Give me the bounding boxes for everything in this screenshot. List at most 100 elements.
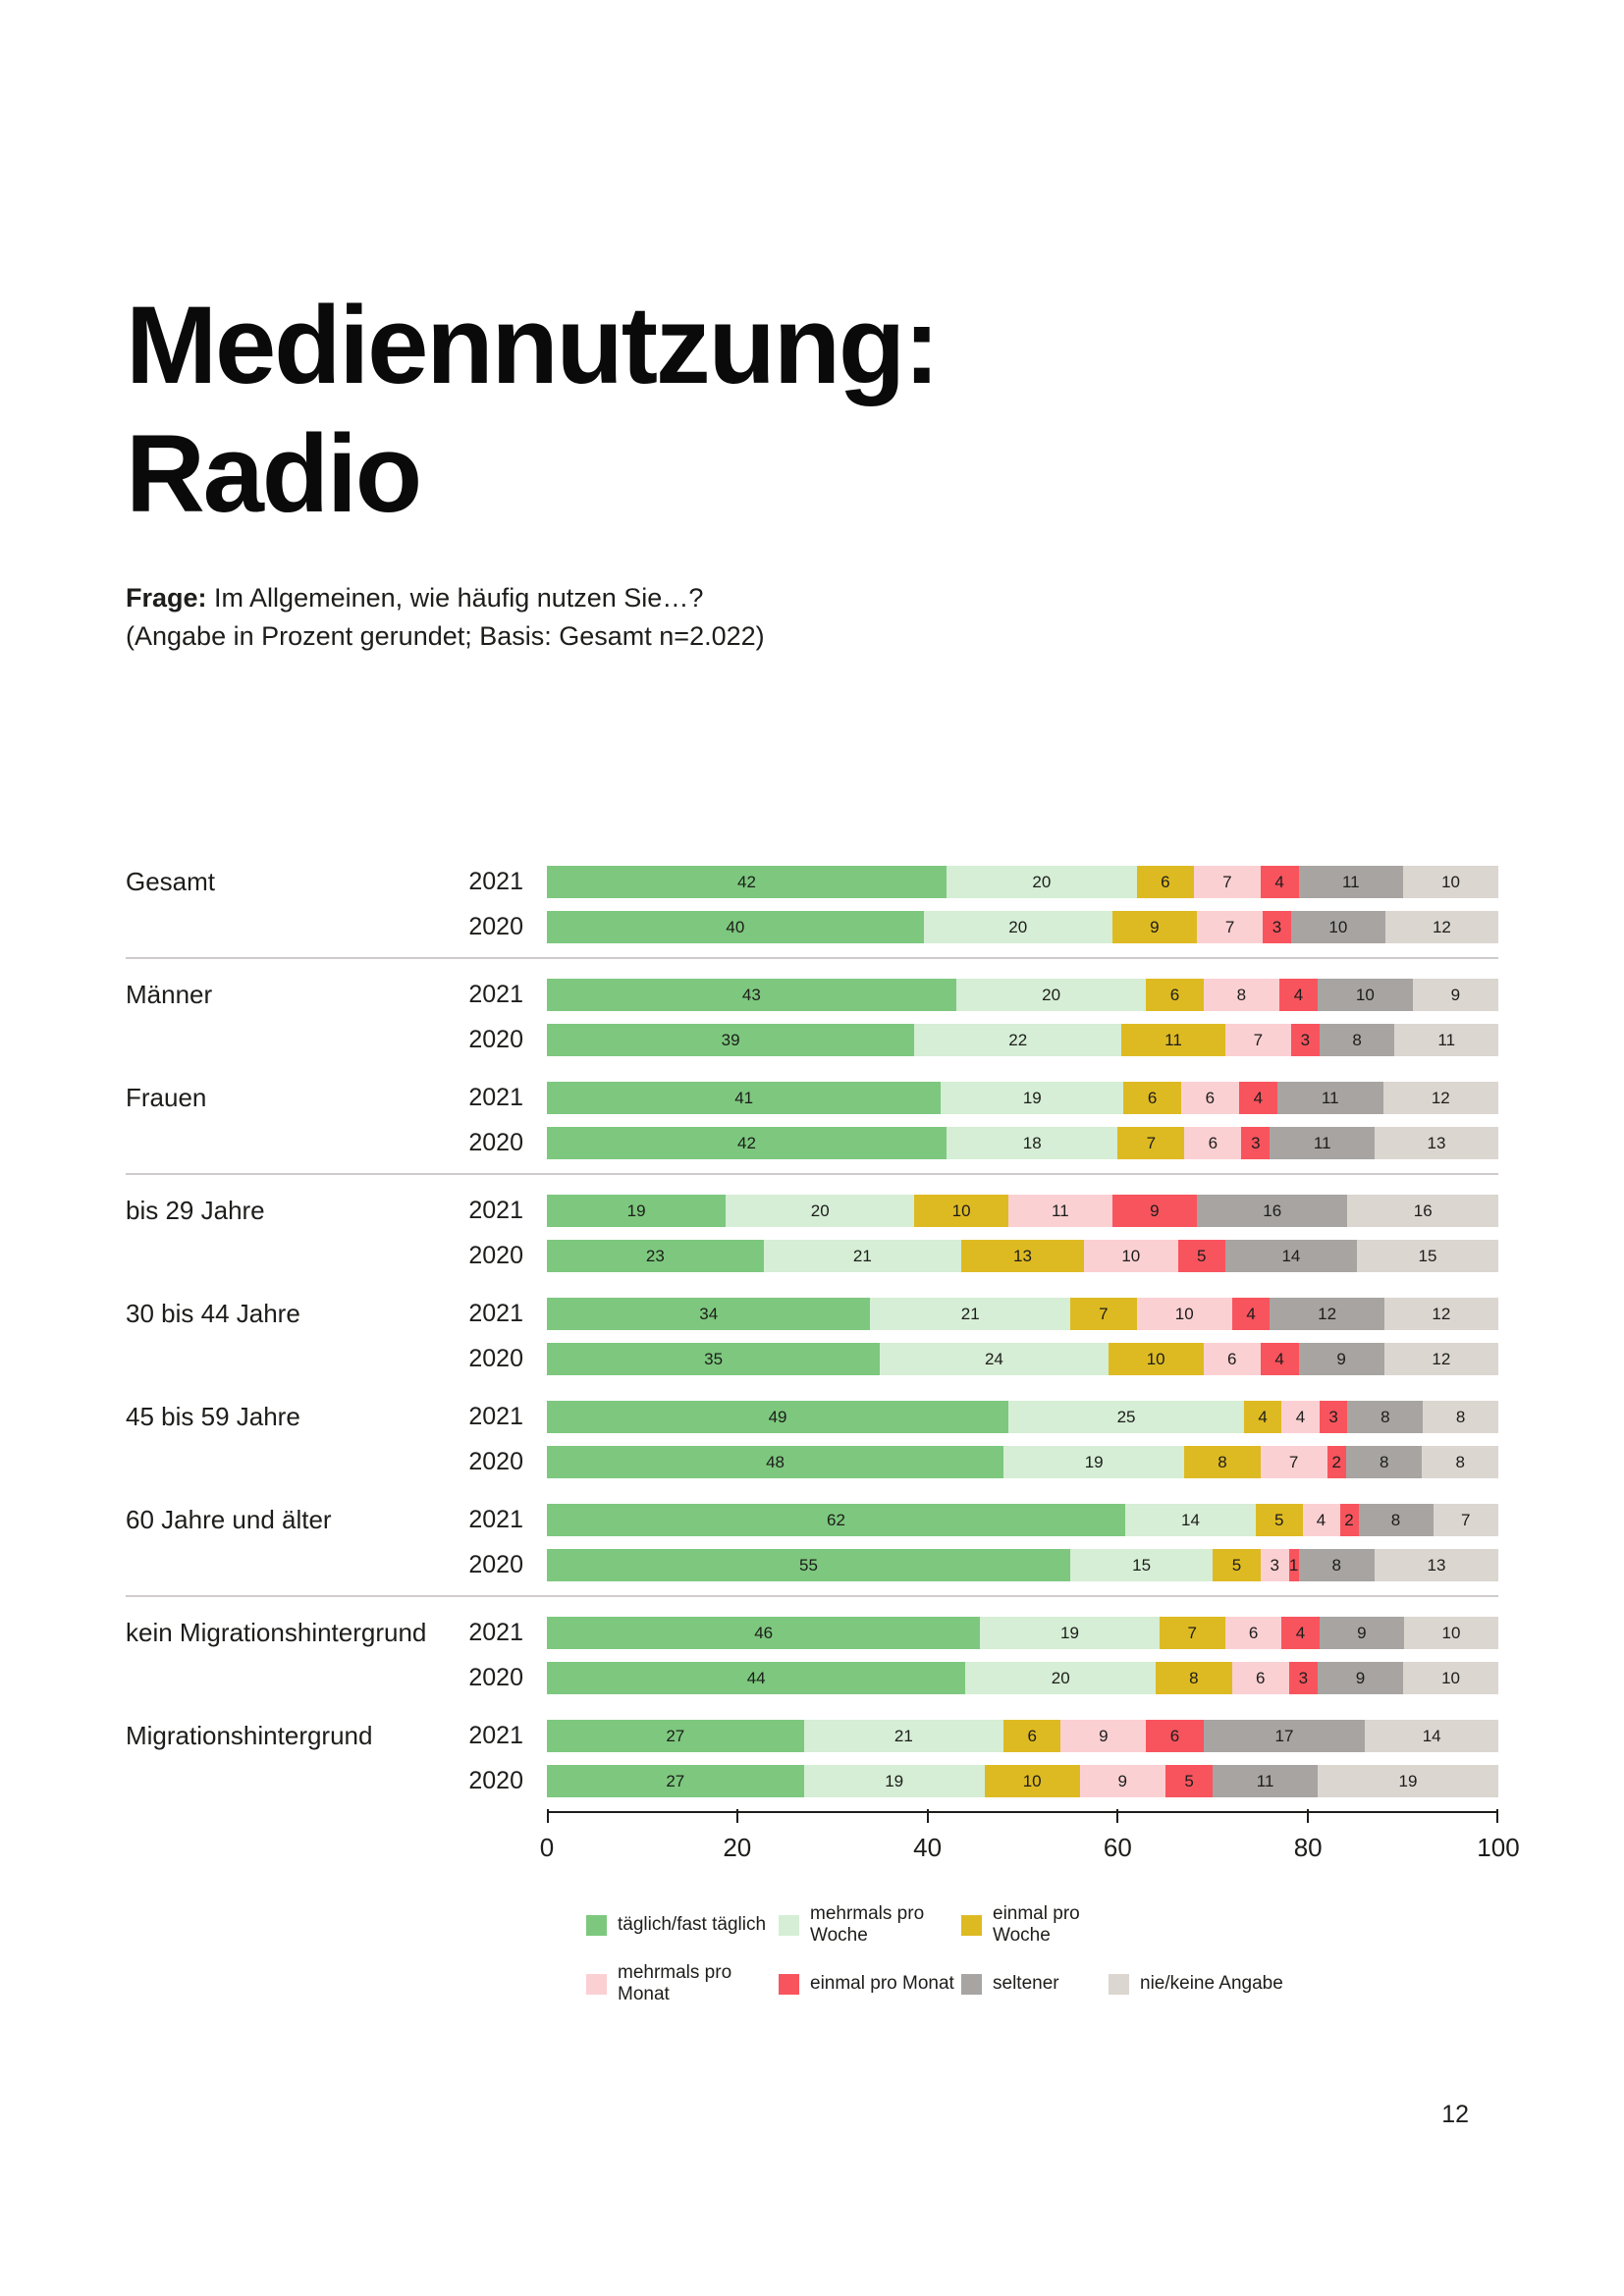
axis-tick — [735, 1809, 738, 1824]
bar-segment: 19 — [1003, 1446, 1185, 1479]
bar-segment: 10 — [1317, 979, 1413, 1012]
stacked-bar: 27 19 10 9 5 11 19 — [547, 1765, 1498, 1798]
legend-label: einmal pro Woche — [993, 1903, 1080, 1947]
axis-tick — [547, 1809, 549, 1824]
page-number: 12 — [1441, 2101, 1469, 2128]
group-label: kein Migrationshintergrund — [126, 1618, 427, 1648]
bar-segment: 46 — [547, 1617, 981, 1650]
legend-item: mehrmals pro Monat — [586, 1962, 779, 2005]
chart-group: Migrationshintergrund 2021 27 21 6 9 6 17 14 2020… — [126, 1720, 1498, 1798]
bar-segment: 8 — [1422, 1446, 1498, 1479]
year-label: 2021 — [468, 1722, 523, 1750]
question-note: (Angabe in Prozent gerundet; Basis: Gesa… — [126, 621, 765, 652]
legend-item: seltener — [961, 1962, 1109, 2005]
bar-segment: 6 — [1184, 1127, 1242, 1160]
bar-segment: 13 — [1375, 1549, 1498, 1582]
year-label: 2021 — [468, 1084, 523, 1112]
bar-segment: 6 — [1203, 1343, 1261, 1376]
bar-row: kein Migrationshintergrund 2021 46 19 7 6 4 9 10 — [126, 1617, 1498, 1650]
bar-segment: 7 — [1117, 1127, 1185, 1160]
bar-row: Männer 2021 43 20 6 8 4 10 9 — [126, 979, 1498, 1012]
year-label: 2020 — [468, 913, 523, 941]
year-label: 2021 — [468, 868, 523, 896]
bar-segment: 11 — [1276, 1082, 1383, 1115]
legend-swatch-6 — [1109, 1973, 1129, 1995]
bar-segment: 21 — [763, 1240, 962, 1273]
bar-segment: 55 — [547, 1549, 1070, 1582]
content-column: Mediennutzung: Radio Frage: Im Allgemeine… — [0, 281, 1624, 2005]
bar-segment: 10 — [984, 1765, 1080, 1798]
group-label: bis 29 Jahre — [126, 1196, 265, 1226]
year-label: 2020 — [468, 1345, 523, 1373]
year-label: 2020 — [468, 1448, 523, 1476]
bar-segment: 12 — [1382, 1082, 1499, 1115]
bar-segment: 6 — [1146, 979, 1204, 1012]
bar-segment: 15 — [1069, 1549, 1214, 1582]
legend-item: einmal pro Woche — [961, 1903, 1109, 1947]
stacked-bar: 48 19 8 7 2 8 8 — [547, 1446, 1498, 1479]
bar-segment: 7 — [1196, 911, 1264, 944]
bar-row: bis 29 Jahre 2021 19 20 10 11 9 16 16 — [126, 1195, 1498, 1228]
bar-segment: 12 — [1383, 1343, 1499, 1376]
bar-segment: 5 — [1164, 1765, 1214, 1798]
bar-segment: 8 — [1345, 1446, 1423, 1479]
bar-segment: 18 — [946, 1127, 1118, 1160]
year-label: 2020 — [468, 1664, 523, 1692]
bar-segment: 44 — [547, 1662, 966, 1695]
bar-segment: 42 — [547, 1127, 947, 1160]
bar-segment: 9 — [1079, 1765, 1165, 1798]
bar-segment: 15 — [1357, 1240, 1498, 1273]
bar-segment: 20 — [946, 866, 1137, 899]
bar-segment: 10 — [1136, 1298, 1232, 1331]
bar-segment: 13 — [1375, 1127, 1498, 1160]
chart-group: 45 bis 59 Jahre 2021 49 25 4 4 3 8 8 2020 48 19 8 7 2 8… — [126, 1401, 1498, 1479]
bar-segment: 3 — [1260, 1549, 1289, 1582]
bar-segment: 9 — [1111, 1195, 1197, 1228]
stacked-bar: 39 22 11 7 3 8 11 — [547, 1024, 1498, 1057]
bar-segment: 4 — [1243, 1401, 1282, 1434]
bar-segment: 4 — [1260, 1343, 1299, 1376]
bar-segment: 7 — [1260, 1446, 1327, 1479]
bar-segment: 10 — [1404, 1617, 1498, 1650]
bar-segment: 42 — [547, 866, 947, 899]
stacked-bar: 49 25 4 4 3 8 8 — [547, 1401, 1498, 1434]
bar-row: Gesamt 2021 42 20 6 7 4 11 10 — [126, 866, 1499, 899]
bar-segment: 4 — [1281, 1617, 1320, 1650]
bar-segment: 4 — [1260, 866, 1299, 899]
legend-item: mehrmals pro Woche — [779, 1903, 961, 1947]
bar-segment: 5 — [1256, 1504, 1303, 1537]
bar-segment: 14 — [1125, 1504, 1256, 1537]
chart-group: Frauen 2021 41 19 6 6 4 11 12 2020 42 18 7 6 3 11 13 — [126, 1082, 1499, 1176]
bar-segment: 21 — [803, 1720, 1004, 1753]
legend-label: täglich/fast täglich — [618, 1914, 767, 1936]
bar-row: 45 bis 59 Jahre 2021 49 25 4 4 3 8 8 — [126, 1401, 1498, 1434]
bar-segment: 6 — [1224, 1617, 1282, 1650]
chart-group: Männer 2021 43 20 6 8 4 10 9 2020 39 22 11 7 3 8 11 — [126, 979, 1498, 1057]
bar-segment: 7 — [1224, 1024, 1291, 1057]
legend-swatch-2 — [961, 1914, 982, 1936]
page-title-line1: Mediennutzung: — [126, 284, 940, 406]
year-label: 2021 — [468, 1403, 523, 1431]
bar-segment: 5 — [1213, 1549, 1261, 1582]
bar-segment: 62 — [547, 1504, 1125, 1537]
year-label: 2021 — [468, 1506, 523, 1534]
bar-segment: 19 — [803, 1765, 985, 1798]
bar-segment: 16 — [1347, 1195, 1498, 1228]
bar-segment: 11 — [1121, 1024, 1225, 1057]
stacked-bar: 55 15 5 3 1 8 13 — [547, 1549, 1498, 1582]
legend-row: täglich/fast täglich mehrmals pro Woche ei… — [586, 1903, 1498, 1947]
bar-segment: 4 — [1302, 1504, 1340, 1537]
bar-segment: 8 — [1319, 1024, 1395, 1057]
bar-row: Frauen 2021 41 19 6 6 4 11 12 — [126, 1082, 1499, 1115]
page-title: Mediennutzung: Radio — [126, 281, 1498, 538]
year-label: 2020 — [468, 1129, 523, 1157]
axis-tick-label: 40 — [913, 1833, 943, 1863]
bar-row: 2020 23 21 13 10 5 14 15 — [126, 1240, 1498, 1273]
bar-row: 2020 39 22 11 7 3 8 11 — [126, 1024, 1498, 1057]
bar-segment: 6 — [1231, 1662, 1289, 1695]
bar-segment: 10 — [1108, 1343, 1204, 1376]
axis-tick-label: 80 — [1293, 1833, 1323, 1863]
legend-swatch-4 — [779, 1973, 799, 1995]
bar-segment: 10 — [1403, 1662, 1498, 1695]
stacked-bar: 27 21 6 9 6 17 14 — [547, 1720, 1498, 1753]
